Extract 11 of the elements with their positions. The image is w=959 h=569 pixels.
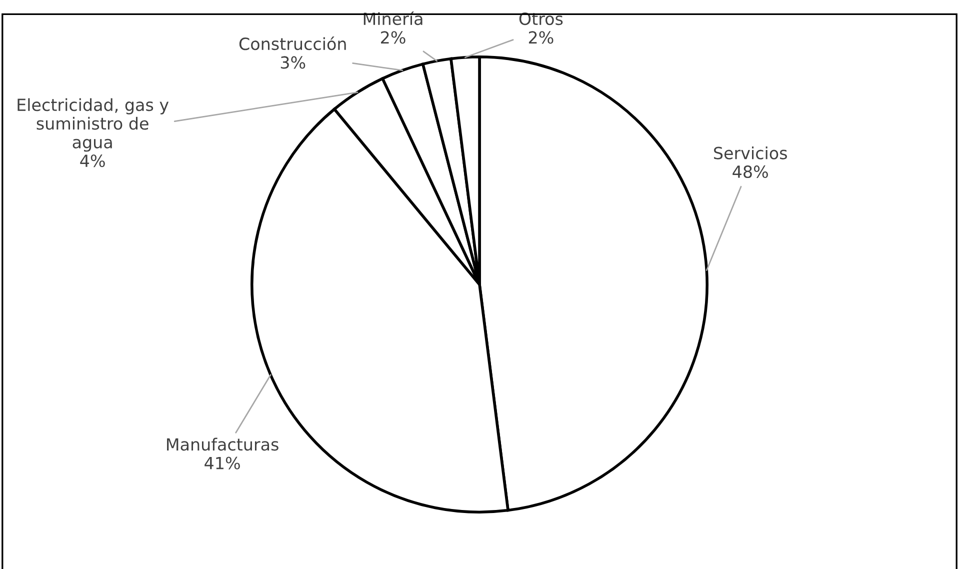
slice-label: Manufacturas [167,438,278,451]
slice-label: Minería [364,12,422,26]
data-label: 2% [528,31,554,44]
data-label: 48% [732,165,768,178]
data-label: 3% [280,56,306,69]
data-label: 41% [204,456,240,470]
slice-label: Electricidad, gas y suministro de agua [18,98,169,152]
data-label: 2% [381,31,406,44]
data-label: 4% [80,154,105,168]
slice-label: Construcción [239,36,346,50]
slice-label: Servicios [714,146,787,160]
